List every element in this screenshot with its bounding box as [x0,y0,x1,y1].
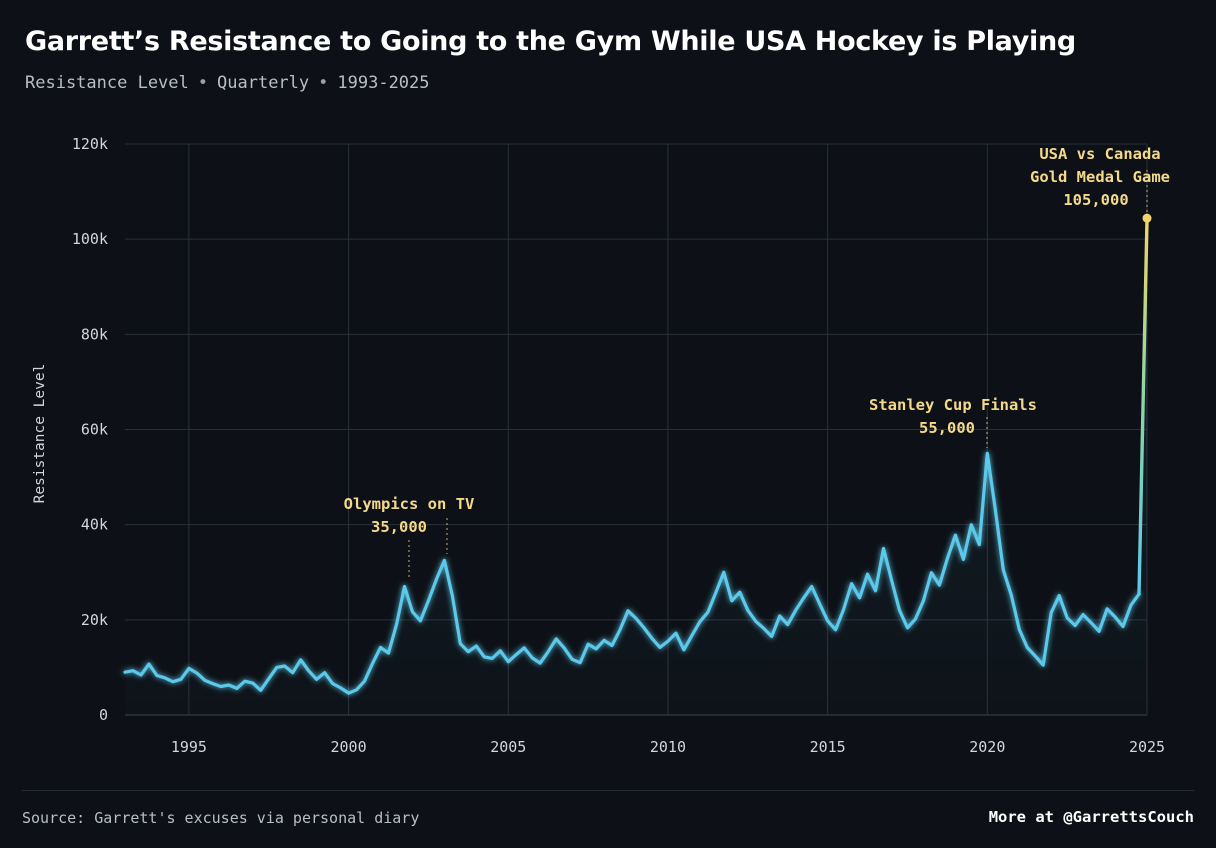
y-tick-label: 40k [81,516,108,534]
source-note: Source: Garrett's excuses via personal d… [22,809,420,827]
x-tick-label: 2015 [810,738,846,756]
x-tick-label: 2020 [969,738,1005,756]
annotation-label: 35,000 [371,518,427,536]
peak-point-marker [1142,213,1152,223]
axes: 0 20k 40k 60k 80k 100k 120k 1995 2000 2005 2010 201… [32,135,1165,756]
y-tick-label: 120k [72,135,108,153]
subtitle-range: 1993-2025 [337,73,430,93]
line-chart: 0 20k 40k 60k 80k 100k 120k 1995 2000 2005 2010 201… [32,135,1170,756]
x-tick-label: 2005 [490,738,526,756]
subtitle-separator: • [197,73,209,93]
y-axis-label: Resistance Level [32,364,48,504]
y-tick-label: 20k [81,611,108,629]
annotation-label: Stanley Cup Finals [869,396,1037,414]
x-tick-label: 2010 [650,738,686,756]
series-line-spike [1137,218,1149,596]
chart-title: Garrett’s Resistance to Going to the Gym… [25,26,1076,57]
x-tick-label: 2000 [331,738,367,756]
y-tick-label: 0 [99,706,108,724]
series [123,213,1152,715]
annotation-label: 55,000 [919,419,975,437]
y-tick-label: 60k [81,421,108,439]
subtitle-separator: • [318,73,329,93]
annotations: Olympics on TV 35,000 Stanley Cup Finals 55… [344,145,1170,580]
annotation-label: 105,000 [1063,191,1128,209]
footer-divider [22,790,1194,791]
annotation-label: USA vs Canada [1039,145,1160,163]
more-link[interactable]: More at @GarrettsCouch [988,808,1194,826]
y-tick-label: 80k [81,325,108,343]
subtitle-frequency: Quarterly [217,73,310,93]
x-tick-label: 2025 [1129,738,1165,756]
series-area [125,220,1147,715]
y-tick-label: 100k [72,230,108,248]
subtitle-metric: Resistance Level [25,73,189,93]
annotation-label: Gold Medal Game [1030,168,1170,186]
series-line [123,451,1141,695]
chart-subtitle: Resistance Level • Quarterly • 1993-2025 [25,73,430,93]
x-tick-label: 1995 [171,738,207,756]
annotation-label: Olympics on TV [344,495,475,513]
